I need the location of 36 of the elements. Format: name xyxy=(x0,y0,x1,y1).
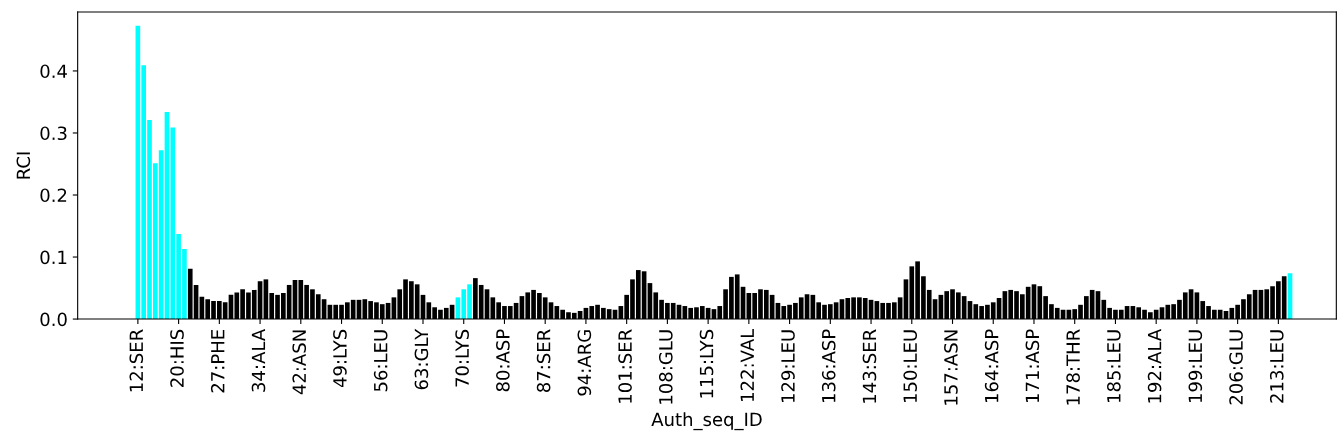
x-tick-label: 101:SER xyxy=(618,329,632,403)
x-tick-label: 49:LYS xyxy=(333,329,347,388)
x-tick-label: 12:SER xyxy=(129,329,144,392)
x-tick-label: 129:LEU xyxy=(781,330,795,403)
x-tick-label: 199:LEU xyxy=(1188,330,1203,403)
x-tick-label: 42:ASN xyxy=(292,330,307,395)
x-tick-label: 143:SER xyxy=(862,329,877,403)
y-tick-label: 0.2 xyxy=(40,188,67,203)
x-tick-label: 94:ARG xyxy=(577,330,592,396)
x-tick-label: 192:ALA xyxy=(1147,328,1162,403)
x-tick-label: 206:GLU xyxy=(1229,330,1243,405)
x-tick-label: 136:ASP xyxy=(821,329,836,403)
x-tick-label: 171:ASP xyxy=(1025,329,1040,403)
x-tick-label: 213:LEU xyxy=(1269,330,1284,403)
x-tick-label: 80:ASP xyxy=(496,329,510,392)
y-tick-label: 0.3 xyxy=(40,126,67,141)
x-tick-label: 150:LEU xyxy=(903,330,918,403)
y-tick-label: 0.0 xyxy=(40,312,67,327)
x-tick-label: 108:GLU xyxy=(658,330,673,404)
y-tick-label: 0.4 xyxy=(40,64,67,79)
x-tick-label: 56:LEU xyxy=(373,330,388,392)
y-axis-title: RCI xyxy=(16,152,31,179)
x-tick-label: 63:GLY xyxy=(414,328,429,390)
y-tick-label: 0.1 xyxy=(40,250,67,265)
x-tick-label: 34:ALA xyxy=(251,328,266,392)
x-tick-label: 70:LYS xyxy=(455,329,469,387)
x-tick-label: 157:ASN xyxy=(944,330,958,405)
x-tick-label: 87:SER xyxy=(536,329,551,393)
x-tick-label: 20:HIS xyxy=(170,329,184,387)
x-tick-label: 185:LEU xyxy=(1107,330,1121,403)
x-tick-label: 122:VAL xyxy=(740,328,754,401)
x-tick-label: 115:LYS xyxy=(699,329,714,398)
x-tick-label: 178:THR xyxy=(1066,329,1080,405)
x-tick-label: 164:ASP xyxy=(984,329,999,403)
x-axis-title: Auth_seq_ID xyxy=(651,412,762,431)
x-tick-label: 27:PHE xyxy=(210,329,225,393)
